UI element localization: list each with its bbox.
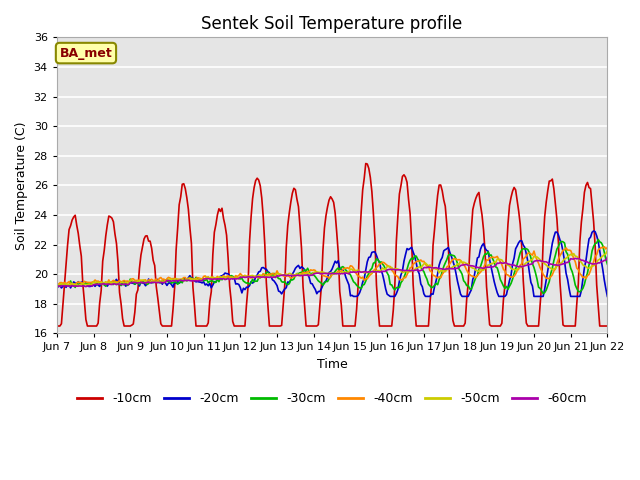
-20cm bbox=[68, 282, 76, 288]
-40cm bbox=[53, 280, 61, 286]
-30cm bbox=[68, 283, 76, 288]
Title: Sentek Soil Temperature profile: Sentek Soil Temperature profile bbox=[202, 15, 463, 33]
-10cm bbox=[156, 308, 163, 313]
-20cm bbox=[53, 282, 61, 288]
-10cm bbox=[604, 323, 611, 329]
-40cm bbox=[70, 281, 77, 287]
-20cm bbox=[387, 294, 394, 300]
-60cm bbox=[397, 267, 404, 273]
-60cm bbox=[68, 283, 76, 288]
-20cm bbox=[538, 294, 545, 300]
-50cm bbox=[368, 270, 376, 276]
-60cm bbox=[156, 279, 163, 285]
-10cm bbox=[68, 217, 76, 223]
-40cm bbox=[68, 282, 76, 288]
-20cm bbox=[349, 294, 357, 300]
-60cm bbox=[367, 269, 374, 275]
Line: -60cm: -60cm bbox=[57, 257, 607, 287]
-60cm bbox=[385, 266, 392, 272]
-50cm bbox=[68, 280, 76, 286]
Line: -50cm: -50cm bbox=[57, 251, 607, 286]
-30cm bbox=[397, 280, 404, 286]
-30cm bbox=[367, 267, 374, 273]
Legend: -10cm, -20cm, -30cm, -40cm, -50cm, -60cm: -10cm, -20cm, -30cm, -40cm, -50cm, -60cm bbox=[72, 387, 592, 410]
Line: -40cm: -40cm bbox=[57, 247, 607, 285]
-50cm bbox=[53, 282, 61, 288]
-30cm bbox=[385, 273, 392, 278]
-40cm bbox=[368, 271, 376, 276]
-10cm bbox=[368, 189, 376, 194]
-10cm bbox=[362, 161, 369, 167]
Text: BA_met: BA_met bbox=[60, 47, 113, 60]
-40cm bbox=[600, 244, 608, 250]
-50cm bbox=[604, 248, 611, 253]
-50cm bbox=[387, 265, 394, 271]
-10cm bbox=[387, 323, 394, 329]
-20cm bbox=[590, 228, 598, 234]
-30cm bbox=[595, 237, 602, 242]
-60cm bbox=[604, 254, 611, 260]
-20cm bbox=[399, 268, 406, 274]
Line: -20cm: -20cm bbox=[57, 231, 607, 297]
Line: -30cm: -30cm bbox=[57, 240, 607, 294]
-30cm bbox=[604, 261, 611, 267]
-20cm bbox=[604, 294, 611, 300]
-50cm bbox=[157, 278, 164, 284]
-60cm bbox=[536, 258, 544, 264]
-30cm bbox=[536, 286, 544, 291]
-30cm bbox=[540, 291, 547, 297]
-20cm bbox=[156, 280, 163, 286]
-40cm bbox=[157, 275, 164, 280]
-10cm bbox=[538, 282, 545, 288]
-40cm bbox=[399, 277, 406, 283]
-60cm bbox=[53, 284, 61, 289]
-40cm bbox=[387, 264, 394, 269]
-40cm bbox=[538, 268, 545, 274]
-20cm bbox=[368, 250, 376, 255]
-30cm bbox=[156, 278, 163, 284]
Y-axis label: Soil Temperature (C): Soil Temperature (C) bbox=[15, 121, 28, 250]
Line: -10cm: -10cm bbox=[57, 164, 607, 326]
X-axis label: Time: Time bbox=[317, 358, 348, 371]
-40cm bbox=[604, 245, 611, 251]
-50cm bbox=[538, 259, 545, 264]
-30cm bbox=[53, 281, 61, 287]
-10cm bbox=[399, 173, 406, 179]
-50cm bbox=[399, 270, 406, 276]
-50cm bbox=[74, 283, 82, 288]
-10cm bbox=[53, 323, 61, 329]
